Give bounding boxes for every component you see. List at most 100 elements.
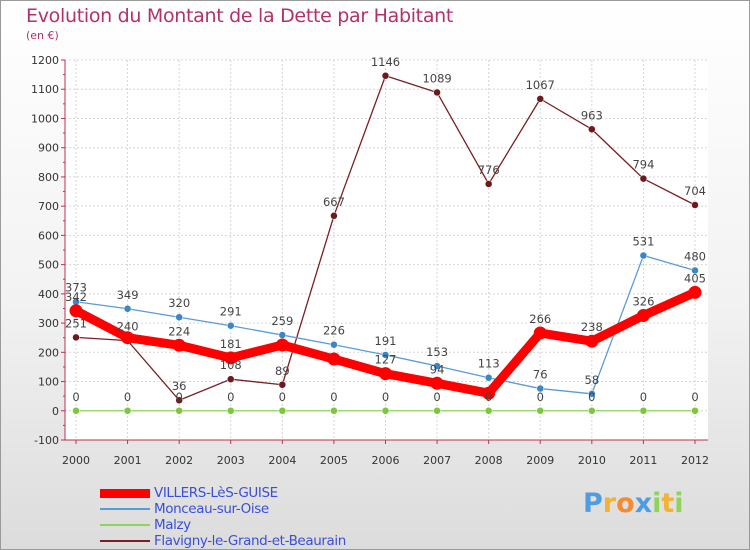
data-point [639, 174, 648, 183]
data-label: 320 [168, 296, 190, 310]
x-tick-label: 2010 [578, 454, 606, 467]
data-point [227, 321, 235, 330]
data-point [330, 407, 338, 415]
data-point [639, 251, 648, 260]
data-point [536, 384, 544, 393]
logo-char: r [602, 488, 617, 519]
data-label: 349 [117, 288, 139, 302]
data-label: 373 [65, 281, 87, 295]
data-point [688, 285, 702, 299]
data-point [227, 375, 235, 383]
data-label: 153 [426, 345, 448, 359]
data-point [484, 407, 493, 415]
legend-label-villers: VILLERS-LèS-GUISE [154, 485, 278, 501]
data-point [379, 367, 392, 381]
y-tick-label: 1100 [31, 83, 59, 96]
logo-char: i [652, 488, 662, 519]
data-label: 266 [529, 312, 551, 326]
data-point [484, 180, 493, 188]
y-tick-label: 1200 [31, 54, 59, 67]
x-tick-label: 2008 [475, 454, 503, 467]
data-point [588, 125, 596, 134]
data-label: 0 [176, 390, 183, 404]
data-label: 0 [433, 390, 440, 404]
legend-item[interactable]: VILLERS-LèS-GUISE [100, 485, 346, 501]
data-point [275, 338, 289, 352]
x-tick-label: 2006 [372, 454, 400, 467]
data-label: 0 [485, 390, 492, 404]
data-label: 0 [227, 390, 234, 404]
logo-char: t [661, 488, 675, 519]
legend-swatch-flavigny [100, 540, 150, 542]
data-point [433, 407, 441, 415]
data-label: 0 [588, 390, 595, 404]
data-label: 226 [323, 324, 345, 338]
data-label: 963 [581, 108, 603, 122]
data-point [72, 407, 80, 415]
data-point [278, 331, 287, 339]
data-point [588, 390, 596, 398]
data-point [381, 407, 390, 415]
data-label: 89 [275, 364, 290, 378]
data-point [639, 407, 648, 415]
data-point [536, 407, 544, 415]
data-label: 0 [279, 390, 286, 404]
data-point [484, 373, 493, 382]
data-point [381, 72, 390, 80]
data-label: 0 [72, 390, 79, 404]
data-point [691, 266, 699, 275]
data-label: 0 [124, 390, 131, 404]
y-tick-label: 600 [38, 229, 59, 242]
x-tick-label: 2005 [320, 454, 348, 467]
legend-label-monceau: Monceau-sur-Oise [154, 501, 269, 517]
data-point [175, 313, 183, 321]
data-label: 1146 [371, 55, 400, 69]
plot-area [65, 60, 708, 440]
data-point [433, 362, 441, 370]
legend-swatch-monceau [100, 508, 150, 510]
data-point [433, 88, 441, 97]
data-label: 127 [375, 353, 397, 367]
data-label: 1089 [422, 71, 451, 85]
data-label: 36 [172, 379, 187, 393]
data-label: 704 [684, 184, 706, 198]
chart-subtitle: (en €) [26, 29, 59, 42]
data-point [691, 201, 699, 209]
data-point [533, 326, 547, 340]
x-tick-label: 2003 [217, 454, 245, 467]
logo-char: P [583, 488, 603, 519]
data-label: 405 [684, 271, 706, 285]
data-point [330, 340, 338, 349]
data-point [72, 333, 80, 342]
data-label: 342 [65, 290, 87, 304]
x-tick-label: 2001 [114, 454, 142, 467]
legend-item[interactable]: Monceau-sur-Oise [100, 501, 346, 517]
logo-char: i [674, 488, 684, 519]
y-tick-label: 300 [38, 317, 59, 330]
legend-item[interactable]: Flavigny-le-Grand-et-Beaurain [100, 533, 346, 549]
y-tick-label: 400 [38, 288, 59, 301]
data-label: 224 [168, 324, 190, 338]
data-point [278, 407, 287, 415]
data-label: 191 [375, 334, 397, 348]
data-label: 259 [271, 314, 293, 328]
y-tick-label: 1000 [31, 112, 59, 125]
data-label: 113 [478, 357, 500, 371]
legend-label-malzy: Malzy [154, 517, 191, 533]
data-label: 108 [220, 358, 242, 372]
data-point [585, 334, 599, 348]
x-tick-label: 2009 [526, 454, 554, 467]
x-tick-label: 2012 [681, 454, 709, 467]
data-label: 0 [330, 390, 337, 404]
data-point [482, 386, 496, 400]
data-label: 1067 [526, 78, 555, 92]
data-point [175, 396, 183, 404]
data-label: 0 [382, 390, 389, 404]
y-tick-label: 700 [38, 200, 59, 213]
data-point [175, 407, 183, 415]
x-tick-label: 2000 [62, 454, 90, 467]
legend-item[interactable]: Malzy [100, 517, 346, 533]
x-tick-label: 2011 [629, 454, 657, 467]
chart-title: Evolution du Montant de la Dette par Hab… [26, 5, 454, 27]
